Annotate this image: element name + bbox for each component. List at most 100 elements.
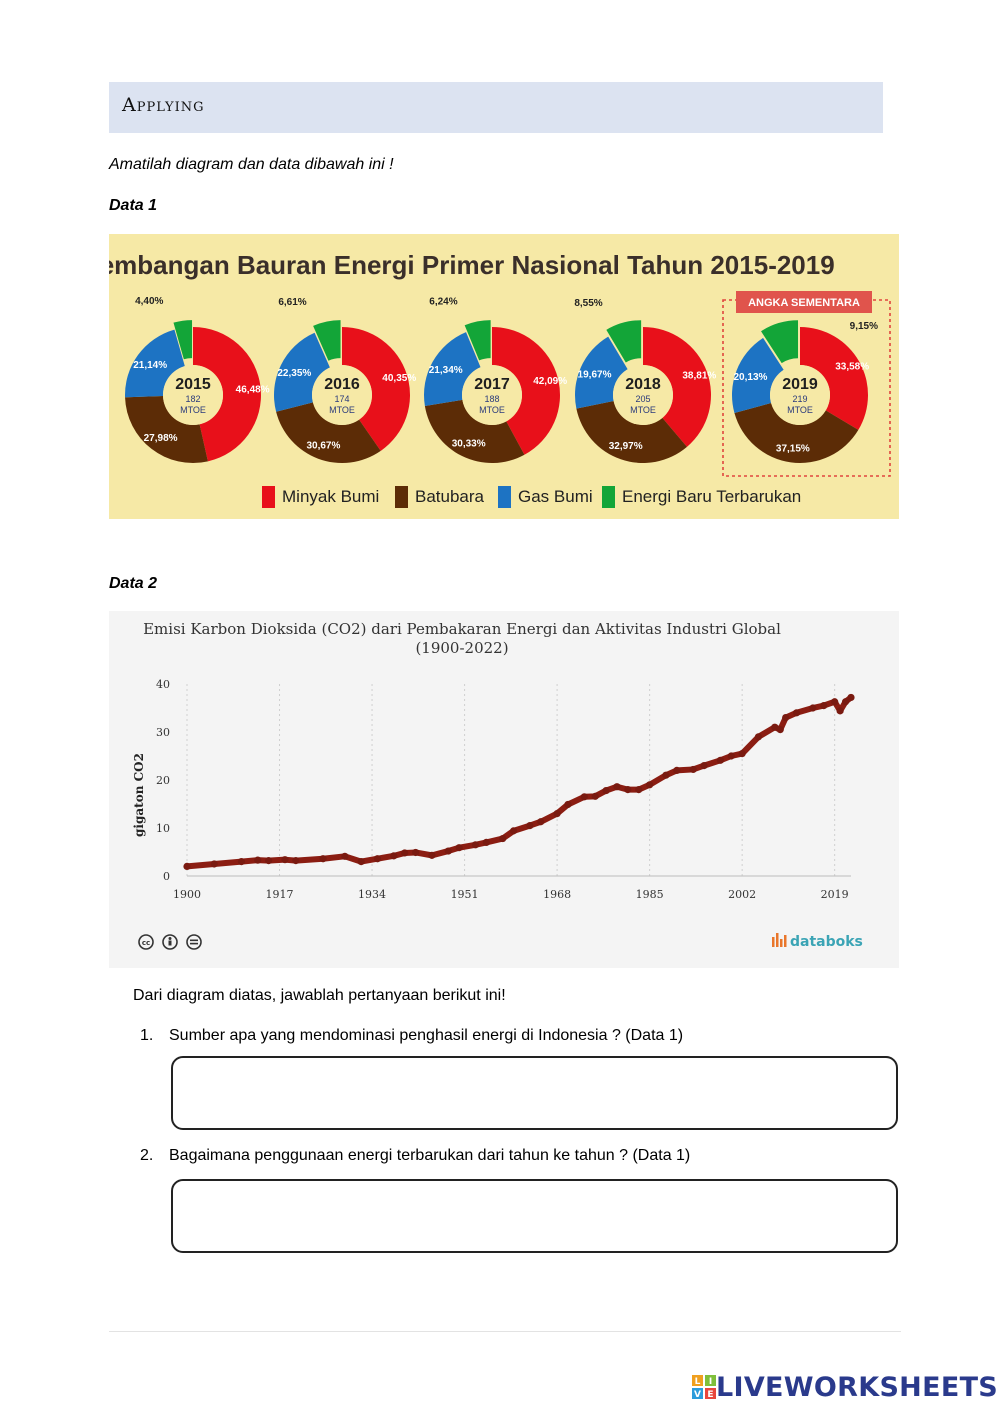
donut-year: 2019 xyxy=(782,376,818,393)
slice-label: 22,35% xyxy=(277,368,311,379)
co2-data-point xyxy=(292,857,300,865)
co2-data-point xyxy=(254,856,262,864)
co2-data-point xyxy=(727,752,735,760)
cc-license-icons: cc xyxy=(138,934,202,950)
y-tick-label: 20 xyxy=(156,774,170,787)
co2-data-point xyxy=(564,800,572,809)
co2-data-point xyxy=(771,723,779,731)
slice-2015-batubara xyxy=(125,396,208,463)
co2-data-point xyxy=(428,851,436,859)
slice-2016-gas-bumi xyxy=(274,332,330,412)
slice-2019-batubara xyxy=(734,402,859,463)
x-tick-label: 1900 xyxy=(173,888,201,901)
legend-item-batubara: Batubara xyxy=(395,486,485,508)
x-tick-label: 1917 xyxy=(266,888,294,901)
legend-label: Batubara xyxy=(415,487,485,506)
donut-year: 2017 xyxy=(474,376,510,393)
question-2-text: Bagaimana penggunaan energi terbarukan d… xyxy=(169,1147,691,1164)
slice-label: 38,81% xyxy=(682,370,716,381)
question-1-text: Sumber apa yang mendominasi penghasil en… xyxy=(169,1027,684,1044)
data2-label: Data 2 xyxy=(109,575,158,592)
co2-data-point xyxy=(553,810,561,818)
slice-2017-gas-bumi xyxy=(424,332,481,406)
slice-label: 33,58% xyxy=(835,361,869,372)
slice-label: 42,09% xyxy=(533,376,567,387)
x-tick-label: 1968 xyxy=(543,888,571,901)
provisional-frame xyxy=(722,299,891,477)
co2-data-point xyxy=(373,855,382,863)
co2-data-point xyxy=(754,733,763,741)
slice-label: 9,15% xyxy=(850,321,878,332)
liveworksheets-brand[interactable]: L I V E LIVEWORKSHEETS xyxy=(692,1371,999,1403)
slice-label: 46,48% xyxy=(236,384,270,395)
legend-swatch xyxy=(498,486,511,508)
legend-swatch xyxy=(602,486,615,508)
co2-data-point xyxy=(580,793,588,801)
donut-total: 182 xyxy=(185,394,200,404)
instruction-text: Amatilah diagram dan data dibawah ini ! xyxy=(109,156,394,173)
by-attribution-icon xyxy=(162,934,178,950)
co2-data-point xyxy=(210,860,218,868)
slice-label: 8,55% xyxy=(574,298,602,309)
slice-label: 21,34% xyxy=(429,365,463,376)
donut-total: 205 xyxy=(635,394,650,404)
donut-year: 2016 xyxy=(324,376,360,393)
donut-total: 219 xyxy=(792,394,807,404)
slice-label: 6,61% xyxy=(278,297,306,308)
donut-unit: MTOE xyxy=(630,405,656,415)
co2-data-point xyxy=(836,707,844,715)
chart2-title: Emisi Karbon Dioksida (CO2) dari Pembaka… xyxy=(143,620,781,638)
slice-label: 32,97% xyxy=(609,441,643,452)
slice-label: 21,14% xyxy=(133,360,167,371)
co2-data-point xyxy=(841,698,850,706)
co2-data-point xyxy=(499,834,507,843)
slice-2015-minyak-bumi xyxy=(193,327,261,462)
co2-data-point xyxy=(613,783,621,791)
energy-mix-donut-charts: Perkembangan Bauran Energi Primer Nasion… xyxy=(109,234,899,519)
no-derivatives-icon xyxy=(186,934,202,950)
co2-data-point xyxy=(782,714,790,722)
brand-name: LIVEWORKSHEETS xyxy=(716,1371,999,1403)
donut-center xyxy=(770,365,830,425)
svg-text:L: L xyxy=(695,1377,701,1387)
co2-data-point xyxy=(319,855,327,863)
co2-data-point xyxy=(390,852,398,860)
co2-data-point xyxy=(526,822,534,830)
legend-item-energi-baru-terbarukan: Energi Baru Terbarukan xyxy=(602,486,801,508)
co2-data-point xyxy=(624,786,632,794)
slice-label: 4,40% xyxy=(135,296,163,307)
legend-swatch xyxy=(395,486,408,508)
legend-swatch xyxy=(262,486,275,508)
co2-data-point xyxy=(689,765,697,774)
donut-unit: MTOE xyxy=(787,405,813,415)
legend-label: Minyak Bumi xyxy=(282,487,379,506)
co2-data-point xyxy=(738,750,746,758)
co2-data-point xyxy=(265,857,273,865)
slice-2015-gas-bumi xyxy=(125,329,185,398)
provisional-label: ANGKA SEMENTARA xyxy=(748,297,860,309)
slice-2019-energi-baru-terbarukan xyxy=(761,320,799,364)
donut-unit: MTOE xyxy=(180,405,206,415)
co2-data-point xyxy=(482,838,490,846)
co2-series-line xyxy=(184,694,854,870)
x-tick-label: 1985 xyxy=(636,888,664,901)
answer-box-1[interactable] xyxy=(171,1056,898,1130)
slice-2015-energi-baru-terbarukan xyxy=(173,320,193,360)
donut-unit: MTOE xyxy=(479,405,505,415)
co2-data-point xyxy=(662,771,670,779)
legend-label: Gas Bumi xyxy=(518,487,593,506)
answer-box-2[interactable] xyxy=(171,1179,898,1253)
slice-label: 27,98% xyxy=(144,433,178,444)
slice-label: 19,67% xyxy=(578,370,612,381)
donut-center xyxy=(462,365,522,425)
slice-2017-energi-baru-terbarukan xyxy=(464,320,491,361)
co2-data-point xyxy=(401,849,409,857)
slice-2018-gas-bumi xyxy=(575,336,628,409)
chart1-title: Perkembangan Bauran Energi Primer Nasion… xyxy=(109,250,835,280)
donut-center xyxy=(613,365,673,425)
slice-label: 37,15% xyxy=(776,444,810,455)
legend-item-gas-bumi: Gas Bumi xyxy=(498,486,593,508)
